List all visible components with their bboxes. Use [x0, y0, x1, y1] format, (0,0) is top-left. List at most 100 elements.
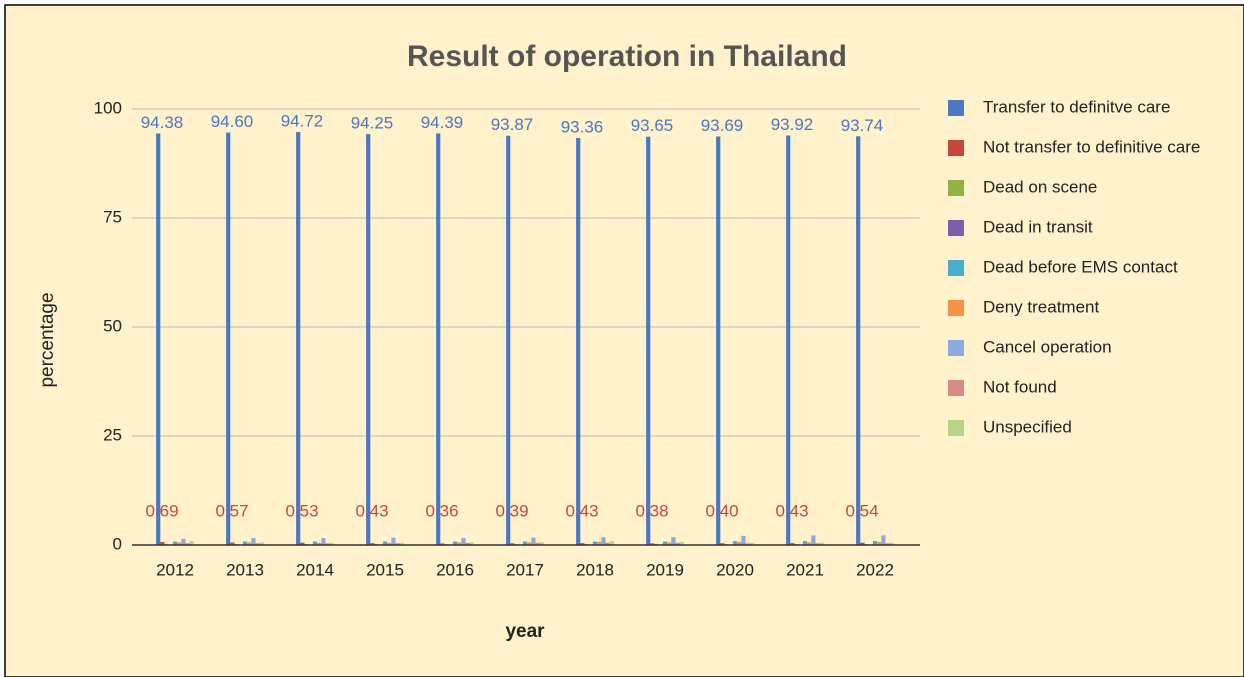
legend-swatch [948, 300, 964, 316]
legend-swatch [948, 140, 964, 156]
bar [807, 542, 812, 545]
data-label: 0.43 [565, 501, 598, 520]
legend-label: Dead before EMS contact [983, 257, 1178, 276]
x-tick-label: 2015 [366, 560, 404, 579]
bar [737, 541, 742, 545]
bar [156, 133, 161, 545]
bar [172, 541, 178, 545]
y-tick-label: 0 [113, 534, 122, 553]
data-label: 93.36 [561, 117, 604, 136]
bar [325, 543, 330, 545]
x-tick-label: 2014 [296, 560, 334, 579]
bar [226, 132, 231, 545]
y-tick-label: 50 [103, 316, 122, 335]
bar [815, 543, 820, 545]
legend-label: Transfer to definitve care [983, 97, 1170, 116]
bar [312, 541, 318, 545]
bar [527, 542, 532, 545]
bar [387, 542, 392, 545]
bar [609, 541, 614, 545]
bar [189, 541, 194, 545]
data-label: 93.69 [701, 116, 744, 135]
bar [786, 135, 791, 546]
legend-label: Not transfer to definitive care [983, 137, 1200, 156]
data-label: 0.43 [355, 501, 388, 520]
data-label: 94.72 [281, 112, 324, 131]
legend-label: Not found [983, 377, 1057, 396]
bar [662, 541, 668, 545]
bar [181, 538, 186, 545]
legend-swatch [948, 100, 964, 116]
bar [242, 541, 248, 545]
legend-label: Dead in transit [983, 217, 1093, 236]
bar [436, 133, 441, 545]
bar [675, 542, 680, 545]
bar [646, 136, 651, 545]
bar [321, 538, 326, 545]
x-tick-label: 2021 [786, 560, 824, 579]
data-label: 94.39 [421, 113, 464, 132]
bar [856, 136, 861, 546]
bar [745, 543, 750, 545]
bar [317, 542, 322, 545]
bar [391, 537, 396, 545]
bar [370, 543, 375, 545]
bar [457, 542, 462, 545]
data-label: 94.38 [141, 113, 184, 132]
bar [469, 542, 474, 545]
bar [251, 538, 256, 545]
bar [860, 542, 865, 545]
data-label: 93.87 [491, 115, 534, 134]
data-label: 93.65 [631, 116, 674, 135]
bar [679, 541, 684, 545]
data-label: 0.40 [705, 501, 738, 520]
x-tick-label: 2018 [576, 560, 614, 579]
legend-swatch [948, 420, 964, 436]
bar [576, 137, 581, 546]
bar [465, 542, 470, 545]
data-label: 0.54 [845, 501, 878, 520]
bar [732, 541, 738, 545]
x-tick-label: 2017 [506, 560, 544, 579]
bar [539, 542, 544, 545]
legend-swatch [948, 260, 964, 276]
legend-label: Cancel operation [983, 337, 1112, 356]
x-tick-label: 2016 [436, 560, 474, 579]
x-tick-label: 2012 [156, 560, 194, 579]
bar [811, 535, 816, 545]
bar [741, 535, 746, 545]
bar [671, 537, 676, 545]
x-tick-label: 2020 [716, 560, 754, 579]
chart-background [4, 4, 1244, 677]
bar [601, 537, 606, 545]
bar [329, 542, 334, 545]
bar [522, 541, 528, 545]
bar [819, 542, 824, 545]
bar [247, 542, 252, 545]
bar [296, 132, 301, 545]
x-tick-label: 2019 [646, 560, 684, 579]
bar [160, 541, 165, 545]
chart-title: Result of operation in Thailand [407, 40, 847, 73]
bar [749, 542, 754, 545]
bar [580, 543, 585, 545]
legend-label: Deny treatment [983, 297, 1099, 316]
x-tick-label: 2022 [856, 560, 894, 579]
data-label: 0.57 [215, 501, 248, 520]
data-label: 93.92 [771, 115, 814, 134]
bar [395, 543, 400, 545]
bar [877, 541, 882, 545]
bar [177, 542, 182, 545]
legend-swatch [948, 340, 964, 356]
bar [440, 543, 445, 545]
data-label: 0.43 [775, 501, 808, 520]
bar [597, 541, 602, 545]
bar [802, 541, 808, 545]
x-axis-title: year [505, 621, 545, 642]
legend-label: Unspecified [983, 417, 1072, 436]
legend-label: Dead on scene [983, 177, 1097, 196]
data-label: 0.53 [285, 501, 318, 520]
legend-swatch [948, 220, 964, 236]
bar [300, 542, 305, 545]
bar [720, 543, 725, 545]
